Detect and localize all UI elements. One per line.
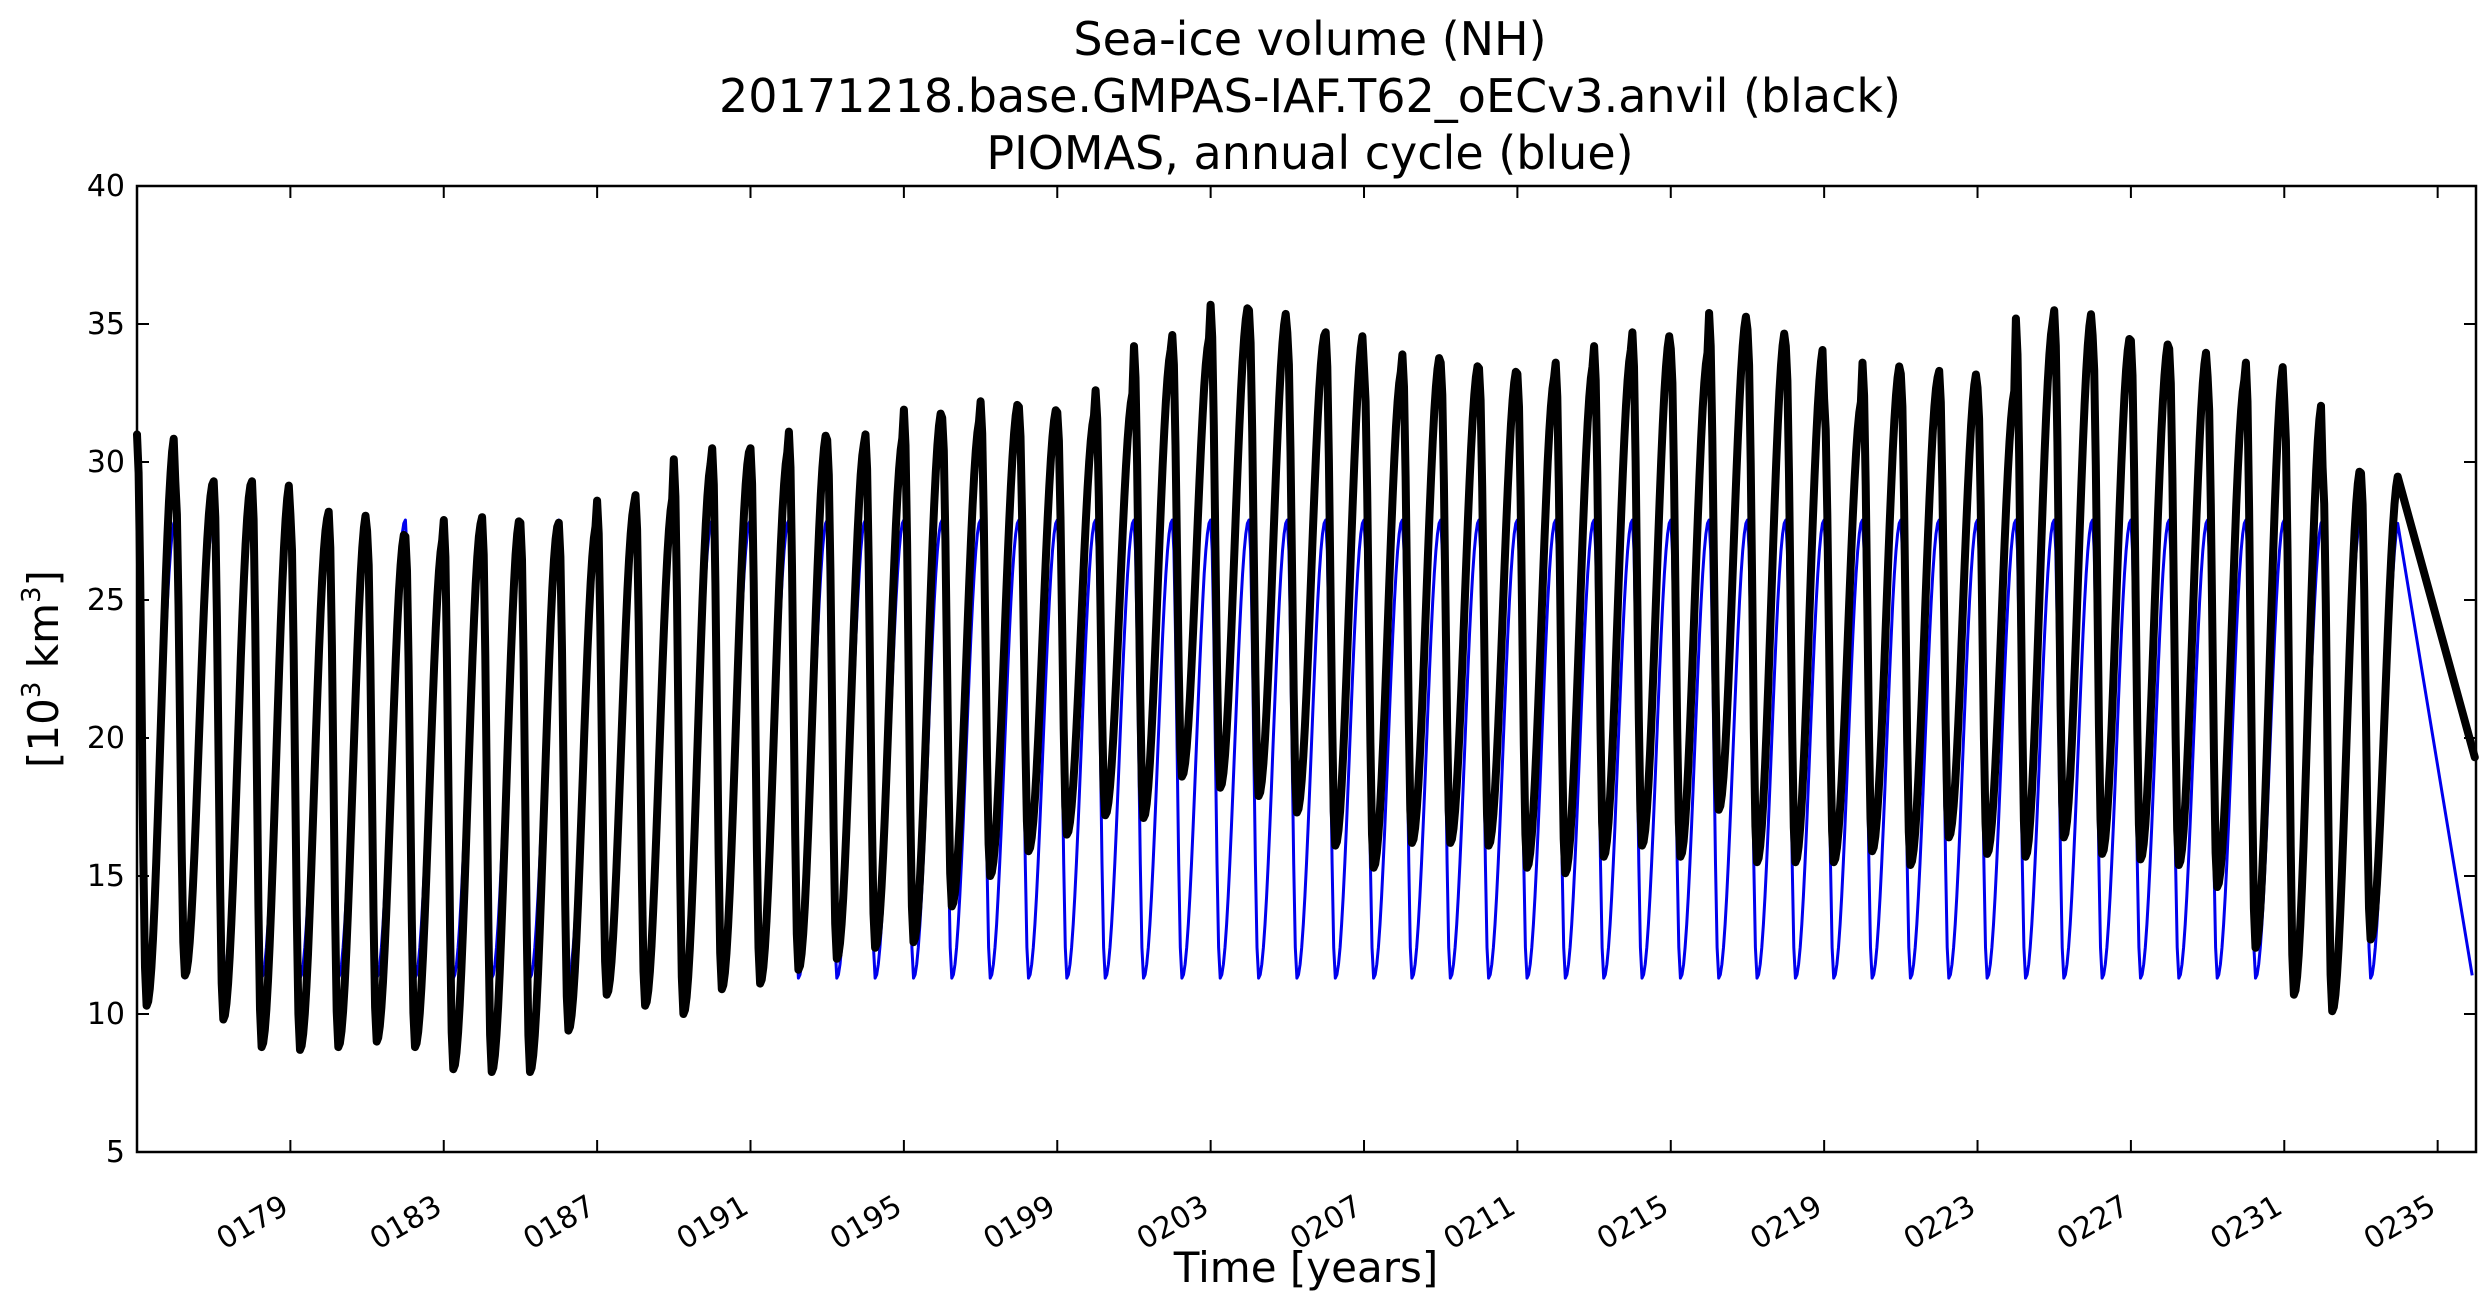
y-tick-label: 10 [87, 997, 125, 1032]
y-tick-label: 20 [87, 721, 125, 756]
model-series-layer [133, 300, 2479, 1076]
y-tick-label: 15 [87, 859, 125, 894]
y-tick-label: 35 [87, 307, 125, 342]
chart-subtitle-line-2: PIOMAS, annual cycle (blue) [986, 126, 1633, 180]
y-tick-label: 30 [87, 445, 125, 480]
y-axis-label: [103 km3] [17, 570, 68, 768]
chart-title: Sea-ice volume (NH) [1073, 12, 1546, 66]
plot-frame [135, 184, 2478, 1154]
y-tick-label: 40 [87, 169, 125, 204]
x-axis-label: Time [years] [1173, 1243, 1439, 1292]
y-tick-label: 25 [87, 583, 125, 618]
y-tick-label: 5 [106, 1135, 125, 1170]
y-axis-ticks: 5 10 15 20 25 30 35 40 [87, 169, 2476, 1170]
model-sea-ice-volume-line [133, 300, 2479, 1076]
chart-subtitle-line-1: 20171218.base.GMPAS-IAF.T62_oECv3.anvil … [719, 69, 1901, 123]
